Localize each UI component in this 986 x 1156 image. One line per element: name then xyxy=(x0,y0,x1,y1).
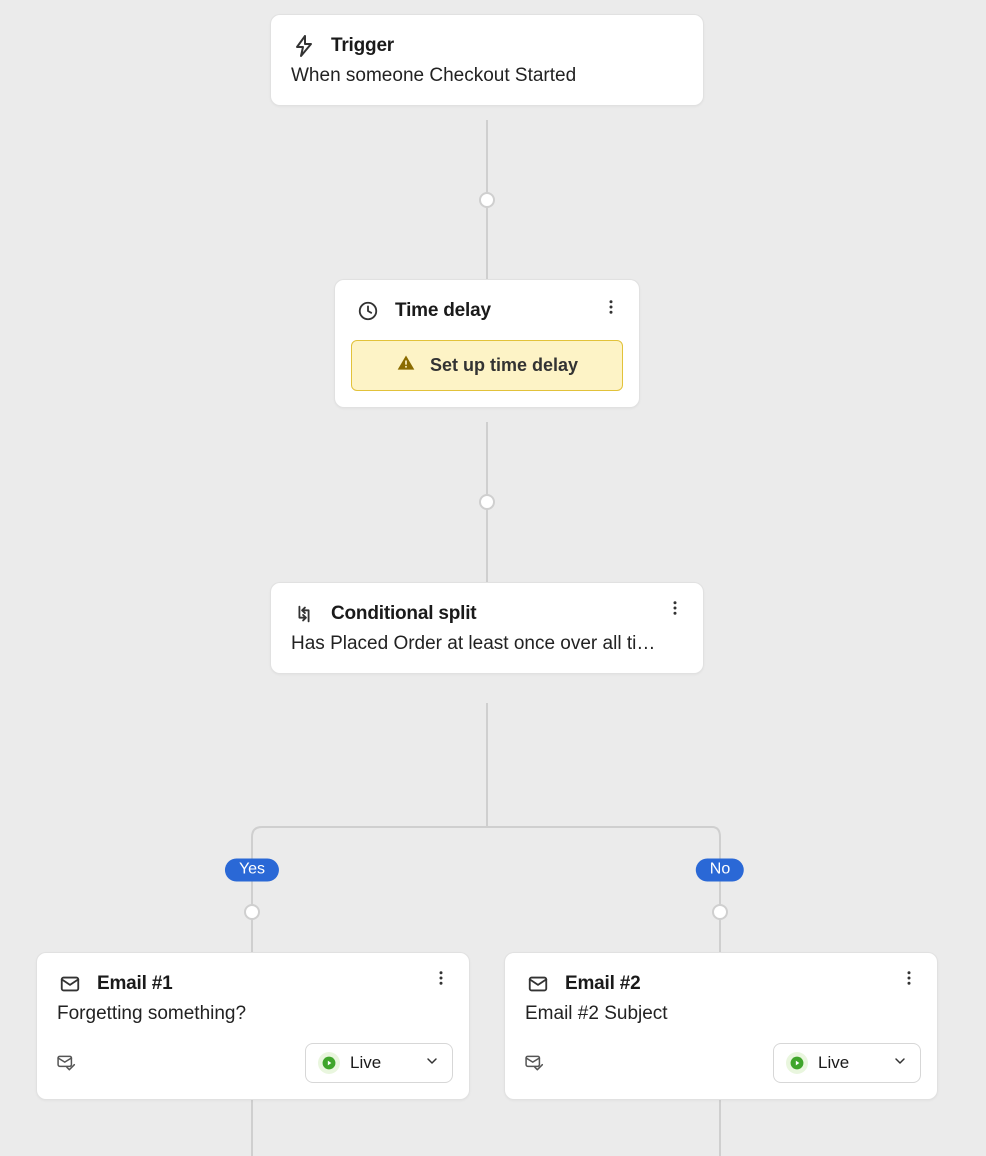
email-1-status-label: Live xyxy=(350,1053,381,1073)
email-2-status-label: Live xyxy=(818,1053,849,1073)
envelope-icon xyxy=(57,971,83,997)
email-1-preview-button[interactable] xyxy=(53,1051,79,1075)
trigger-header: Trigger xyxy=(271,15,703,65)
time-delay-header: Time delay xyxy=(335,280,639,334)
chevron-down-icon xyxy=(424,1053,440,1074)
dots-vertical-icon xyxy=(900,969,918,987)
conditional-split-description: Has Placed Order at least once over all … xyxy=(271,633,703,673)
branch-yes-pill: Yes xyxy=(225,859,279,882)
email-1-status-select[interactable]: Live xyxy=(305,1043,453,1083)
email-1-menu-button[interactable] xyxy=(427,964,455,992)
dots-vertical-icon xyxy=(666,599,684,617)
envelope-check-icon xyxy=(55,1053,77,1073)
trigger-description: When someone Checkout Started xyxy=(271,65,703,105)
email-2-node[interactable]: Email #2 Email #2 Subject Live xyxy=(504,952,938,1100)
dots-vertical-icon xyxy=(602,298,620,316)
email-1-node[interactable]: Email #1 Forgetting something? Live xyxy=(36,952,470,1100)
split-arrows-icon xyxy=(291,601,317,627)
conditional-split-title: Conditional split xyxy=(331,603,476,625)
envelope-check-icon xyxy=(523,1053,545,1073)
email-1-footer: Live xyxy=(37,1033,469,1099)
conditional-split-node[interactable]: Conditional split Has Placed Order at le… xyxy=(270,582,704,674)
clock-icon xyxy=(355,298,381,324)
chevron-down-icon xyxy=(892,1053,908,1074)
email-1-subject: Forgetting something? xyxy=(37,1003,469,1033)
flow-canvas: Trigger When someone Checkout Started Ti… xyxy=(0,0,986,1156)
email-1-header: Email #1 xyxy=(37,953,469,1003)
branch-no-pill: No xyxy=(696,859,744,882)
email-2-subject: Email #2 Subject xyxy=(505,1003,937,1033)
email-2-title: Email #2 xyxy=(565,973,641,995)
conditional-split-menu-button[interactable] xyxy=(661,594,689,622)
envelope-icon xyxy=(525,971,551,997)
email-2-header: Email #2 xyxy=(505,953,937,1003)
bolt-icon xyxy=(291,33,317,59)
dots-vertical-icon xyxy=(432,969,450,987)
warning-icon xyxy=(396,353,416,378)
time-delay-title: Time delay xyxy=(395,300,491,322)
email-2-status-select[interactable]: Live xyxy=(773,1043,921,1083)
trigger-node[interactable]: Trigger When someone Checkout Started xyxy=(270,14,704,106)
email-2-menu-button[interactable] xyxy=(895,964,923,992)
email-2-footer: Live xyxy=(505,1033,937,1099)
email-2-preview-button[interactable] xyxy=(521,1051,547,1075)
time-delay-setup-button[interactable]: Set up time delay xyxy=(351,340,623,391)
play-circle-icon xyxy=(318,1052,340,1074)
play-circle-icon xyxy=(786,1052,808,1074)
email-1-title: Email #1 xyxy=(97,973,173,995)
time-delay-menu-button[interactable] xyxy=(597,293,625,321)
trigger-title: Trigger xyxy=(331,35,394,57)
time-delay-node[interactable]: Time delay Set up time delay xyxy=(334,279,640,408)
conditional-split-header: Conditional split xyxy=(271,583,703,633)
time-delay-warning-text: Set up time delay xyxy=(430,355,578,376)
